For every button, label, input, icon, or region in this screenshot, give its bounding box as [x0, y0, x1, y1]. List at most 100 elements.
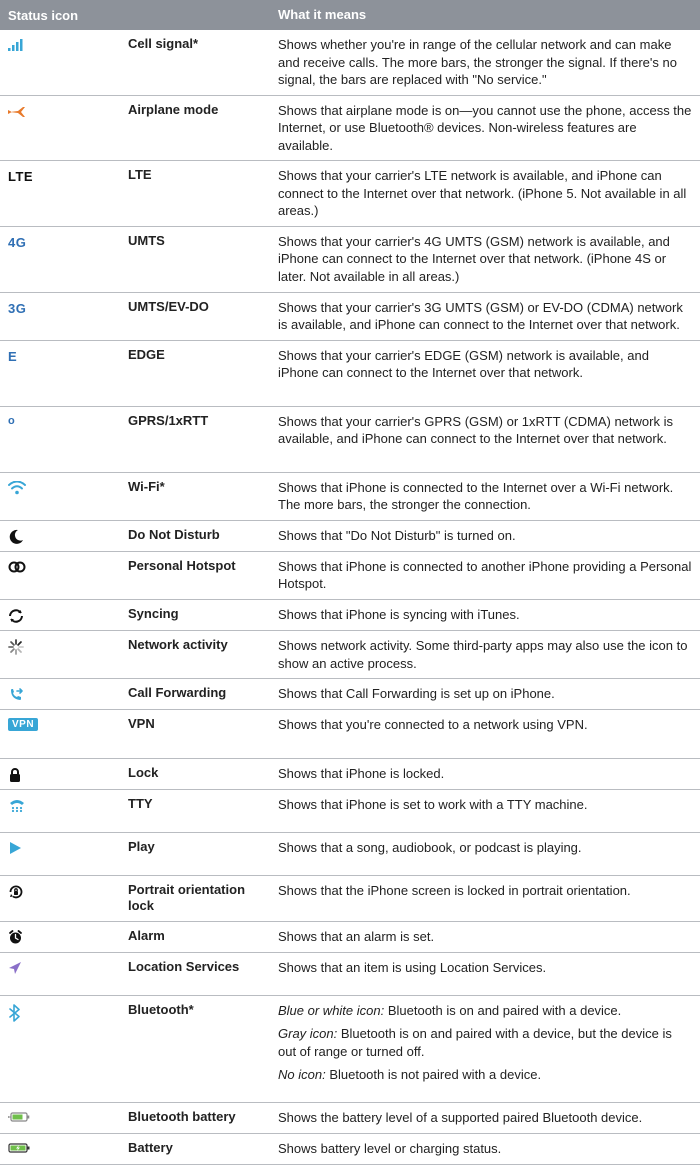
- table-row: Do Not DisturbShows that "Do Not Disturb…: [0, 521, 700, 552]
- table-row: Location ServicesShows that an item is u…: [0, 953, 700, 996]
- row-desc-line: Blue or white icon: Bluetooth is on and …: [278, 1002, 692, 1020]
- row-desc: Shows whether you're in range of the cel…: [278, 36, 692, 89]
- table-row: VPNVPNShows that you're connected to a n…: [0, 710, 700, 759]
- moon-icon: [8, 527, 128, 545]
- orientation-lock-icon: [8, 882, 128, 900]
- row-desc: Shows that iPhone is connected to anothe…: [278, 558, 692, 593]
- alarm-icon: [8, 928, 128, 946]
- row-desc: Shows that a song, audiobook, or podcast…: [278, 839, 692, 857]
- table-row: 3GUMTS/EV-DOShows that your carrier's 3G…: [0, 293, 700, 341]
- row-desc: Shows that "Do Not Disturb" is turned on…: [278, 527, 692, 545]
- activity-icon: [8, 637, 128, 655]
- row-desc: Shows that Call Forwarding is set up on …: [278, 685, 692, 703]
- row-name: Play: [128, 839, 278, 855]
- text-icon: 3G: [8, 299, 128, 317]
- row-desc-label: No icon:: [278, 1067, 326, 1082]
- row-desc: Shows that your carrier's 3G UMTS (GSM) …: [278, 299, 692, 334]
- row-name: UMTS/EV-DO: [128, 299, 278, 315]
- row-desc: Shows that iPhone is connected to the In…: [278, 479, 692, 514]
- table-row: LTELTEShows that your carrier's LTE netw…: [0, 161, 700, 227]
- row-name: TTY: [128, 796, 278, 812]
- row-name: Call Forwarding: [128, 685, 278, 701]
- bt-battery-icon: [8, 1109, 128, 1127]
- table-row: Cell signal*Shows whether you're in rang…: [0, 30, 700, 96]
- row-desc: Shows that iPhone is set to work with a …: [278, 796, 692, 814]
- row-desc-label: Gray icon:: [278, 1026, 337, 1041]
- table-row: SyncingShows that iPhone is syncing with…: [0, 600, 700, 631]
- header-icon-col: Status icon: [8, 6, 128, 24]
- row-desc: Blue or white icon: Bluetooth is on and …: [278, 1002, 692, 1084]
- wifi-icon: [8, 479, 128, 497]
- row-desc: Shows the battery level of a supported p…: [278, 1109, 692, 1127]
- row-name: GPRS/1xRTT: [128, 413, 278, 429]
- hotspot-icon: [8, 558, 128, 576]
- row-desc-text: Bluetooth is on and paired with a device…: [384, 1003, 621, 1018]
- row-name: UMTS: [128, 233, 278, 249]
- table-row: PlayShows that a song, audiobook, or pod…: [0, 833, 700, 876]
- table-row: BatteryShows battery level or charging s…: [0, 1134, 700, 1165]
- tty-icon: [8, 796, 128, 814]
- table-row: 4GUMTSShows that your carrier's 4G UMTS …: [0, 227, 700, 293]
- row-desc-line: Gray icon: Bluetooth is on and paired wi…: [278, 1025, 692, 1060]
- row-desc: Shows that iPhone is syncing with iTunes…: [278, 606, 692, 624]
- row-desc: Shows that the iPhone screen is locked i…: [278, 882, 692, 900]
- location-icon: [8, 959, 128, 977]
- cell-signal-icon: [8, 36, 128, 54]
- table-row: Bluetooth*Blue or white icon: Bluetooth …: [0, 996, 700, 1103]
- battery-icon: [8, 1140, 128, 1158]
- row-desc: Shows that your carrier's GPRS (GSM) or …: [278, 413, 692, 448]
- row-name: Network activity: [128, 637, 278, 653]
- text-icon: E: [8, 347, 128, 365]
- table-row: AlarmShows that an alarm is set.: [0, 922, 700, 953]
- row-name: Do Not Disturb: [128, 527, 278, 543]
- row-name: Syncing: [128, 606, 278, 622]
- airplane-icon: [8, 102, 128, 120]
- table-row: EEDGEShows that your carrier's EDGE (GSM…: [0, 341, 700, 407]
- row-name: Lock: [128, 765, 278, 781]
- row-name: Location Services: [128, 959, 278, 975]
- row-desc: Shows that your carrier's 4G UMTS (GSM) …: [278, 233, 692, 286]
- table-row: Wi-Fi*Shows that iPhone is connected to …: [0, 473, 700, 521]
- vpn-icon: VPN: [8, 716, 128, 734]
- bluetooth-icon: [8, 1002, 128, 1022]
- text-icon: o: [8, 413, 128, 431]
- play-icon: [8, 839, 128, 857]
- header-desc-col: What it means: [278, 6, 692, 24]
- table-row: Network activityShows network activity. …: [0, 631, 700, 679]
- row-desc: Shows that your carrier's EDGE (GSM) net…: [278, 347, 692, 382]
- row-name: Battery: [128, 1140, 278, 1156]
- table-body: Cell signal*Shows whether you're in rang…: [0, 30, 700, 1165]
- table-row: Call ForwardingShows that Call Forwardin…: [0, 679, 700, 710]
- table-row: Bluetooth batteryShows the battery level…: [0, 1103, 700, 1134]
- row-desc-label: Blue or white icon:: [278, 1003, 384, 1018]
- row-name: EDGE: [128, 347, 278, 363]
- row-name: Cell signal*: [128, 36, 278, 52]
- row-name: Airplane mode: [128, 102, 278, 118]
- row-desc: Shows network activity. Some third-party…: [278, 637, 692, 672]
- text-icon: 4G: [8, 233, 128, 251]
- row-desc: Shows that airplane mode is on—you canno…: [278, 102, 692, 155]
- table-row: LockShows that iPhone is locked.: [0, 759, 700, 790]
- table-row: TTYShows that iPhone is set to work with…: [0, 790, 700, 833]
- table-row: oGPRS/1xRTTShows that your carrier's GPR…: [0, 407, 700, 473]
- row-name: Portrait orientation lock: [128, 882, 278, 915]
- sync-icon: [8, 606, 128, 624]
- table-row: Portrait orientation lockShows that the …: [0, 876, 700, 922]
- row-desc: Shows that iPhone is locked.: [278, 765, 692, 783]
- table-header: Status icon What it means: [0, 0, 700, 30]
- row-name: LTE: [128, 167, 278, 183]
- text-icon: LTE: [8, 167, 128, 185]
- row-desc: Shows that an alarm is set.: [278, 928, 692, 946]
- row-desc: Shows that your carrier's LTE network is…: [278, 167, 692, 220]
- row-name: VPN: [128, 716, 278, 732]
- row-desc-text: Bluetooth is not paired with a device.: [326, 1067, 541, 1082]
- row-name: Wi-Fi*: [128, 479, 278, 495]
- row-desc-line: No icon: Bluetooth is not paired with a …: [278, 1066, 692, 1084]
- row-name: Alarm: [128, 928, 278, 944]
- row-name: Bluetooth*: [128, 1002, 278, 1018]
- row-desc: Shows that an item is using Location Ser…: [278, 959, 692, 977]
- row-name: Personal Hotspot: [128, 558, 278, 574]
- lock-icon: [8, 765, 128, 783]
- call-fwd-icon: [8, 685, 128, 703]
- row-desc: Shows that you're connected to a network…: [278, 716, 692, 734]
